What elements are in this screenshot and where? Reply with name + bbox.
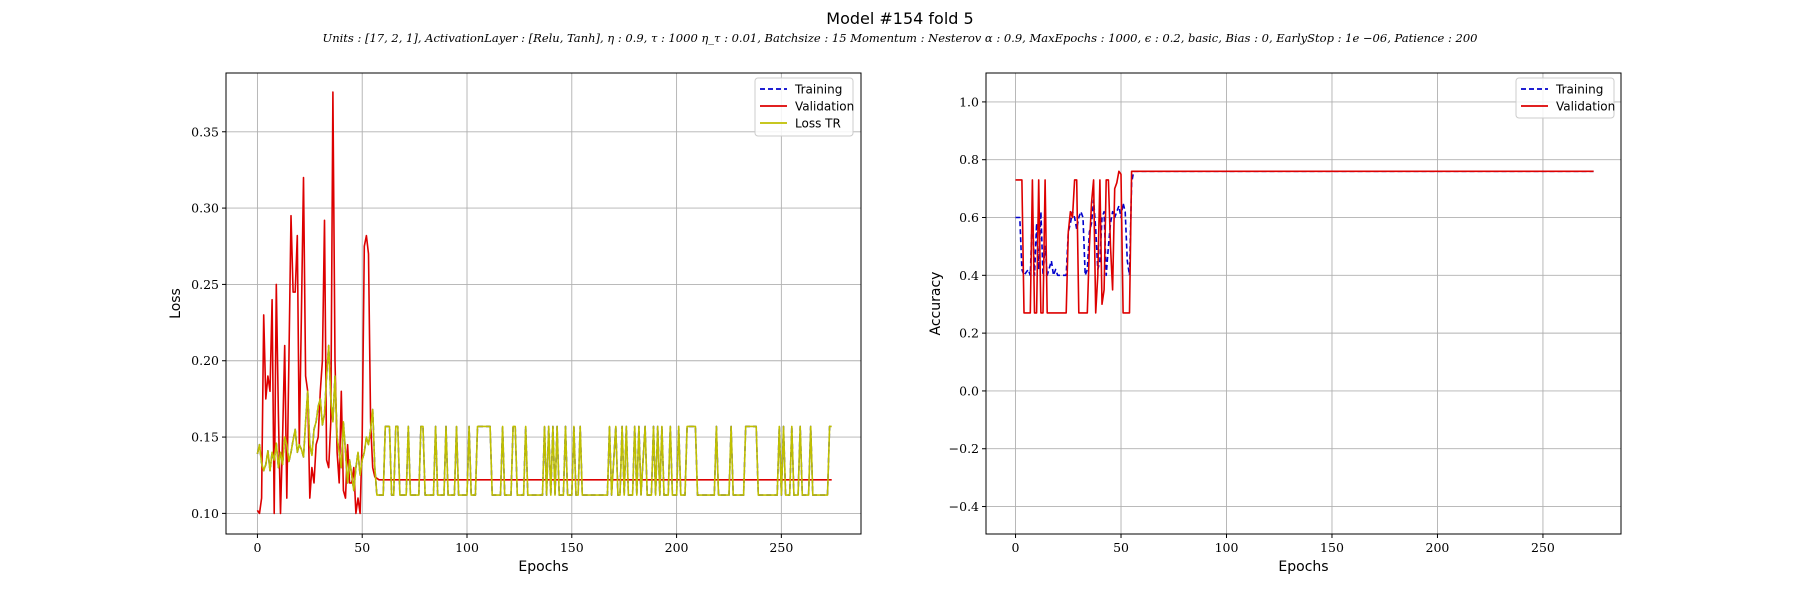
y-tick-label: 0.25 (191, 277, 219, 292)
x-tick-label: 50 (354, 540, 370, 555)
x-tick-label: 250 (769, 540, 793, 555)
figure-title: Model #154 fold 5 (826, 9, 973, 28)
x-tick-label: 200 (1426, 540, 1450, 555)
series-loss-tr-line (256, 344, 832, 496)
series-group (1015, 170, 1594, 314)
x-tick-label: 200 (665, 540, 689, 555)
x-tick-label: 150 (560, 540, 584, 555)
y-axis-label: Loss (168, 288, 184, 319)
legend-box (754, 77, 854, 137)
y-tick-label: 0.15 (191, 430, 219, 445)
x-tick-label: 0 (1012, 540, 1020, 555)
figure-subtitle: Units : [17, 2, 1], ActivationLayer : [R… (323, 31, 1478, 45)
legend-label: Training (794, 83, 842, 97)
y-tick-label: 0.8 (959, 152, 979, 167)
legend: Training Validation (1515, 77, 1615, 119)
y-tick-label: 0.30 (191, 201, 219, 216)
legend-label: Loss TR (795, 117, 841, 131)
series-validation-line (256, 91, 832, 515)
y-tick-label: 1.0 (959, 94, 979, 109)
y-tick-label: 0.0 (959, 383, 979, 398)
y-axis-label: Accuracy (928, 272, 944, 336)
y-tick-label: 0.35 (191, 124, 219, 139)
axes-frame (985, 72, 1622, 535)
x-tick-label: 100 (455, 540, 479, 555)
legend-label: Training (1555, 83, 1603, 97)
y-tick-label: 0.10 (191, 506, 219, 521)
legend-box (1515, 77, 1615, 119)
x-axis-label: Epochs (1278, 559, 1328, 575)
x-tick-label: 150 (1320, 540, 1344, 555)
loss-panel: 0 50 100 150 200 250 0.10 0.15 0.20 0.25 0.30 0.35 E… (168, 72, 862, 575)
y-tick-label: 0.20 (191, 353, 219, 368)
legend-label: Validation (1556, 100, 1615, 114)
accuracy-panel: 0 50 100 150 200 250 −0.4 −0.2 0.0 0.2 0.4 0.6 0.8 1.… (928, 72, 1622, 575)
axes-frame (225, 72, 862, 535)
y-tick-label: 0.6 (959, 210, 979, 225)
y-tick-label: −0.2 (949, 441, 979, 456)
series-training-line (1015, 170, 1594, 277)
series-validation-line (1015, 170, 1594, 314)
series-group (256, 91, 832, 515)
x-tick-label: 0 (253, 540, 261, 555)
grid (986, 73, 1621, 534)
y-tick-label: −0.4 (949, 499, 979, 514)
x-tick-label: 250 (1531, 540, 1555, 555)
x-tick-label: 50 (1113, 540, 1129, 555)
x-tick-label: 100 (1215, 540, 1239, 555)
legend: Training Validation Loss TR (754, 77, 854, 137)
legend-label: Validation (795, 100, 854, 114)
y-tick-label: 0.4 (959, 268, 979, 283)
y-tick-label: 0.2 (959, 326, 979, 341)
x-axis-label: Epochs (518, 559, 568, 575)
